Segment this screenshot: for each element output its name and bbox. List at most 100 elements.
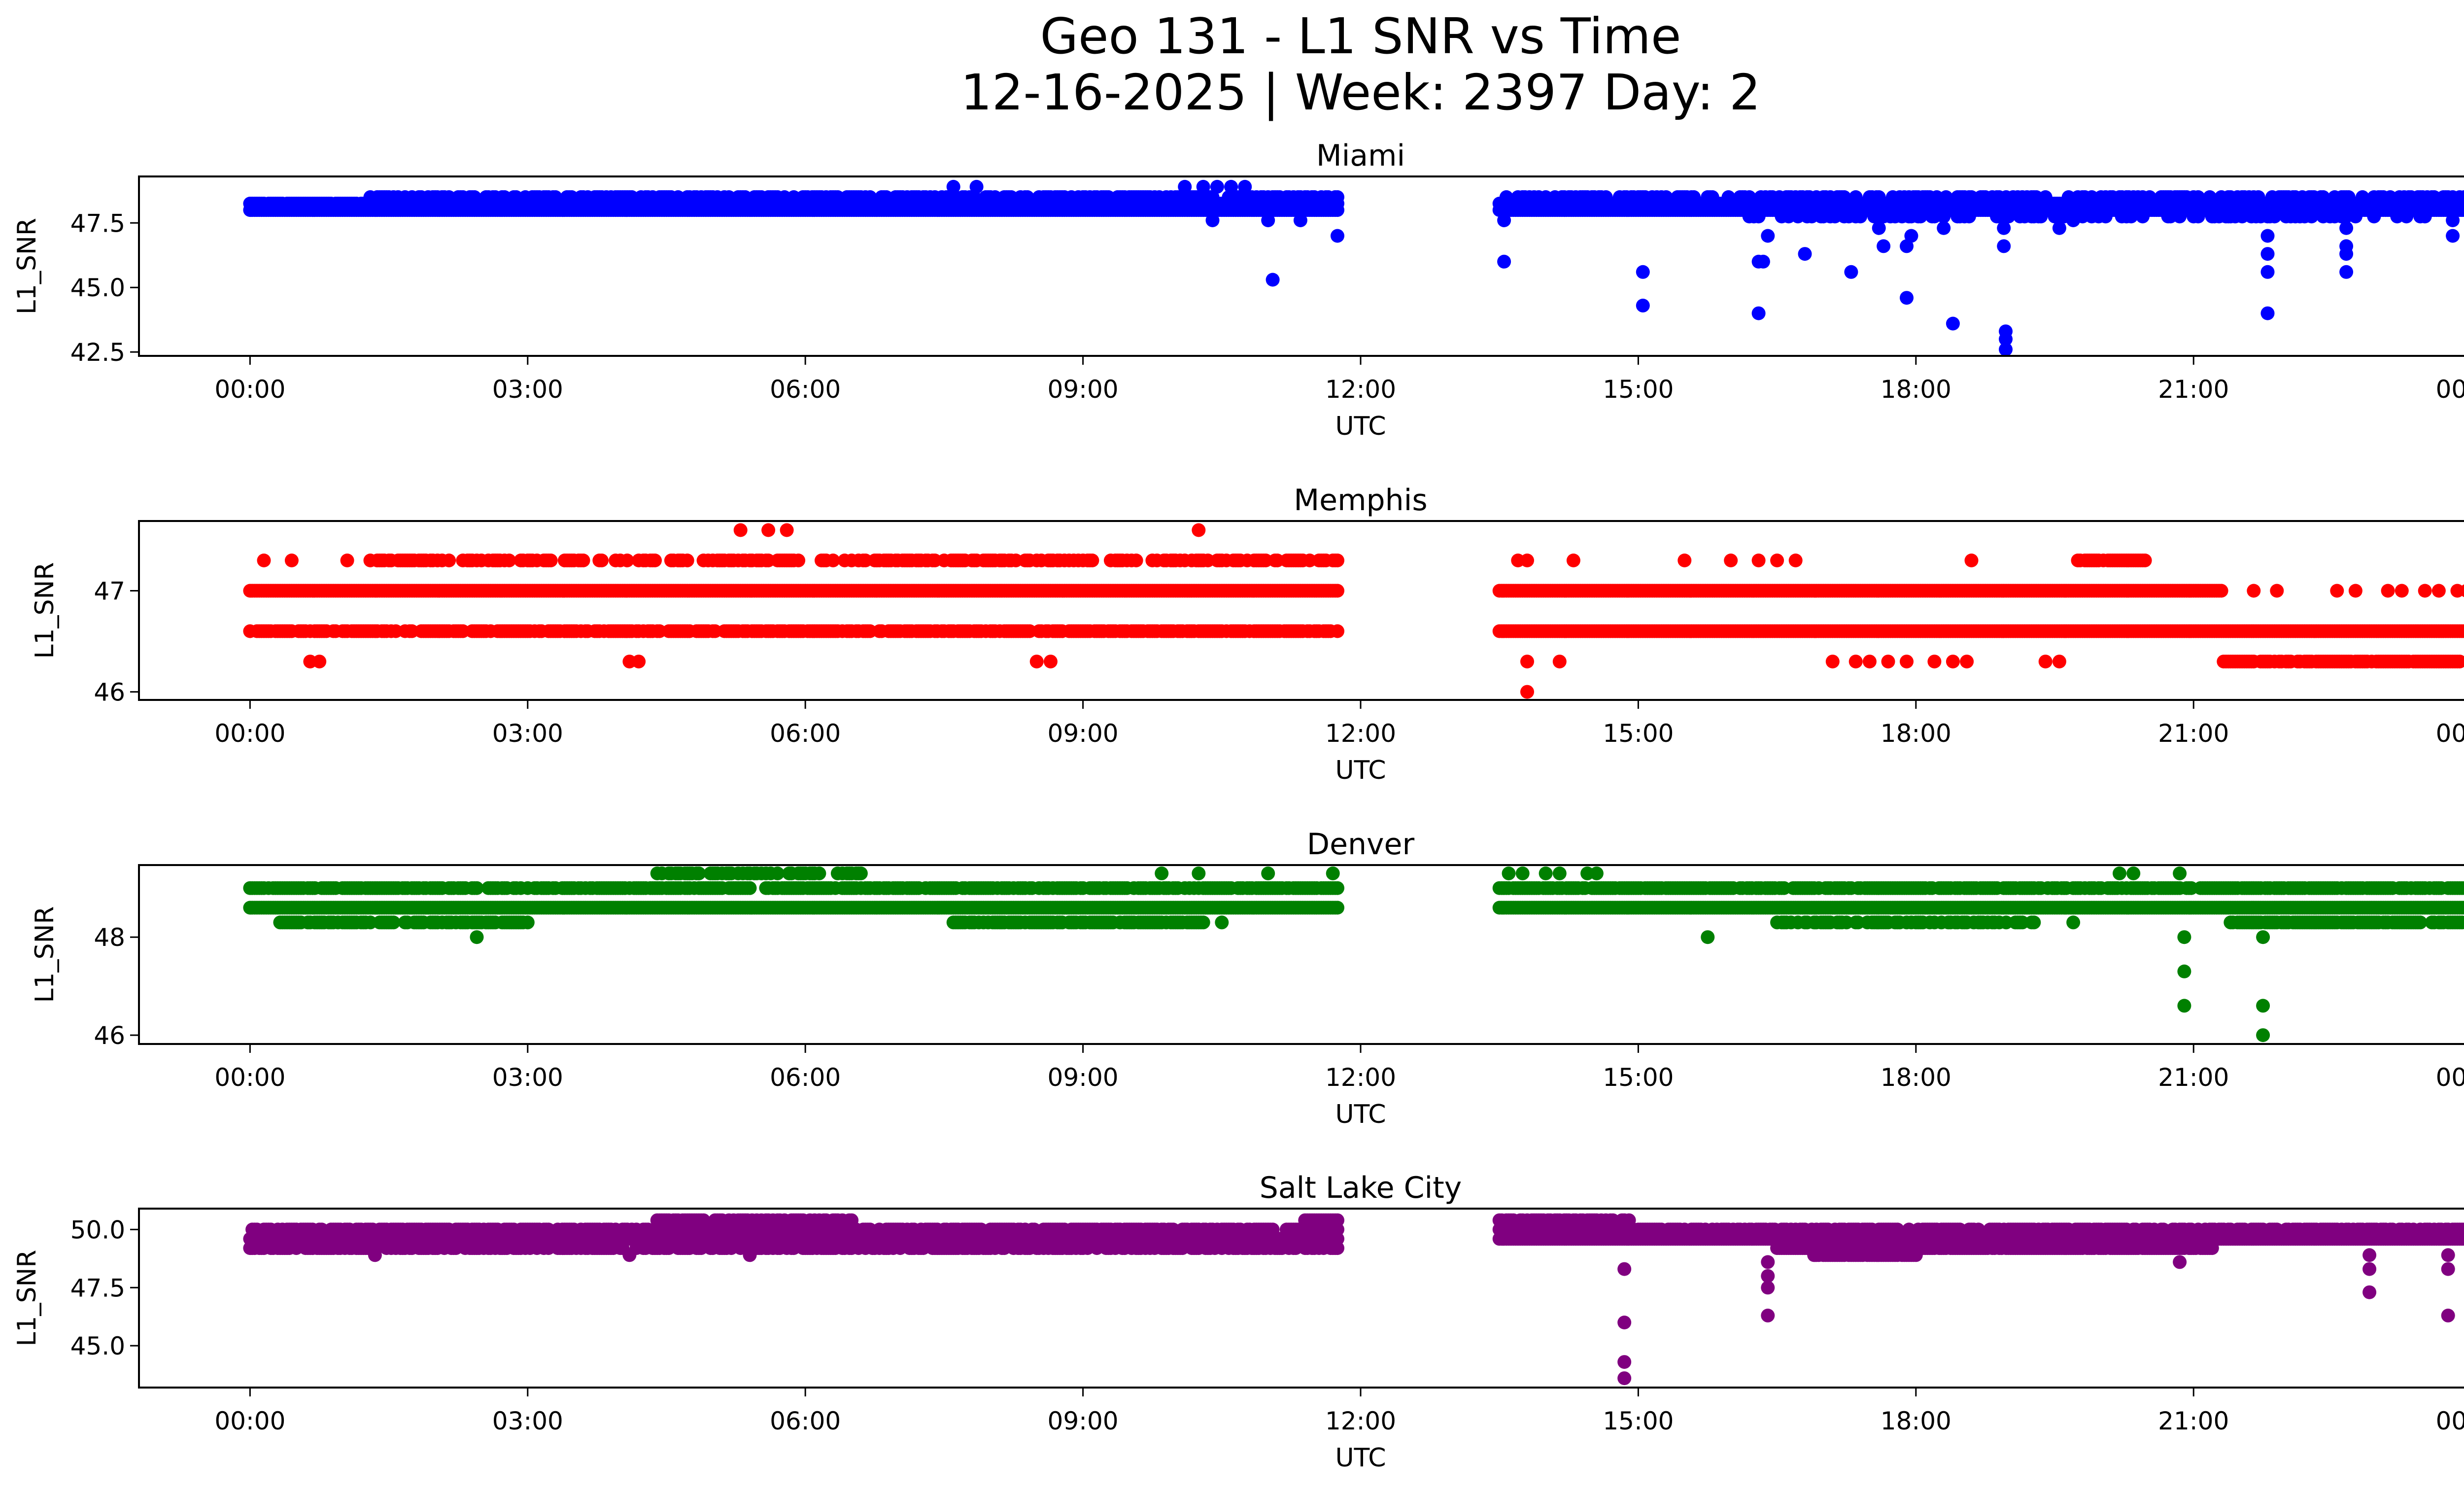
data-point-outlier: [340, 554, 354, 567]
data-point: [1659, 190, 1673, 204]
x-axis-label: UTC: [1335, 412, 1386, 441]
data-point-outlier: [1192, 523, 1206, 537]
data-point: [2038, 190, 2053, 204]
x-tick-label: 12:00: [1325, 375, 1396, 404]
data-point-outlier: [2339, 265, 2354, 279]
figure-title-line1: Geo 131 - L1 SNR vs Time: [1040, 7, 1681, 65]
data-point: [1705, 190, 1719, 204]
data-point-outlier: [1900, 655, 1914, 669]
data-point-outlier: [2052, 655, 2066, 669]
x-tick-label: 09:00: [1048, 375, 1119, 404]
data-point: [576, 554, 590, 567]
data-point: [1599, 190, 1613, 204]
data-point-outlier: [1331, 229, 1344, 243]
x-tick-label: 06:00: [770, 375, 841, 404]
data-point: [1331, 901, 1344, 915]
data-point-outlier: [2339, 221, 2354, 235]
x-tick-label: 15:00: [1603, 375, 1674, 404]
data-point-outlier: [2066, 213, 2081, 227]
x-tick-label: 00:00: [214, 719, 285, 748]
y-tick-label: 46: [94, 678, 125, 707]
data-point-outlier: [1960, 655, 1974, 669]
data-point: [2367, 209, 2381, 224]
data-point: [2348, 209, 2362, 224]
data-point: [967, 190, 981, 204]
data-point-outlier: [761, 523, 776, 537]
data-point-outlier: [1043, 655, 1058, 669]
data-point: [648, 554, 662, 567]
data-point: [743, 881, 757, 895]
data-point: [2267, 209, 2282, 224]
data-point: [2316, 190, 2330, 204]
data-point-outlier: [2395, 584, 2409, 598]
y-tick-label: 47.5: [70, 209, 125, 238]
data-point: [1020, 190, 1034, 204]
data-point: [1939, 190, 1953, 204]
data-point: [1937, 209, 1951, 224]
data-point: [2214, 584, 2228, 598]
data-point: [680, 554, 694, 567]
data-point-outlier: [1520, 685, 1534, 699]
data-point-outlier: [2260, 306, 2275, 320]
data-point-outlier: [1862, 655, 1877, 669]
data-point-outlier: [1724, 554, 1738, 567]
data-point: [1331, 624, 1344, 638]
x-axis-label: UTC: [1335, 756, 1386, 785]
data-point: [2251, 190, 2265, 204]
data-point-outlier: [1999, 332, 2013, 346]
x-tick-label: 00:00: [214, 375, 285, 404]
data-point-outlier: [2446, 229, 2460, 243]
data-point-outlier: [1900, 291, 1914, 305]
x-tick-label: 12:00: [1325, 719, 1396, 748]
x-tick-label: 03:00: [492, 375, 563, 404]
data-point-outlier: [2260, 229, 2275, 243]
data-point: [2453, 655, 2464, 669]
data-point-outlier: [1520, 554, 1534, 567]
y-tick-label: 45.0: [70, 274, 125, 302]
scatter-series-denver: [243, 866, 2464, 1043]
data-point-outlier: [1210, 179, 1224, 194]
data-point-outlier: [2460, 584, 2464, 597]
data-point: [2462, 626, 2464, 636]
data-point: [1853, 209, 1868, 224]
data-point-outlier: [1751, 306, 1766, 320]
data-point: [2341, 190, 2356, 204]
data-point: [1721, 190, 1736, 204]
data-point: [2173, 209, 2187, 224]
data-point-outlier: [1761, 229, 1775, 243]
data-point-outlier: [1029, 655, 1044, 669]
data-point-outlier: [632, 655, 646, 669]
data-point: [1205, 190, 1220, 204]
data-point-outlier: [1751, 554, 1766, 567]
data-point-outlier: [969, 179, 984, 194]
data-point-outlier: [1997, 221, 2011, 235]
data-point: [1331, 554, 1344, 567]
x-tick-label: 18:00: [1881, 375, 1951, 404]
data-point: [620, 554, 634, 567]
x-tick-label: 09:00: [1048, 719, 1119, 748]
data-point: [548, 190, 563, 204]
data-point-outlier: [2330, 584, 2344, 598]
data-point: [2143, 190, 2156, 204]
data-point-outlier: [1946, 316, 1960, 331]
y-axis-label: L1_SNR: [12, 218, 42, 314]
data-point: [467, 190, 481, 204]
data-point: [1129, 554, 1143, 567]
data-point-outlier: [1788, 554, 1803, 567]
data-point: [2304, 209, 2319, 224]
data-point-outlier: [1238, 179, 1252, 194]
data-point: [442, 554, 456, 567]
data-point: [1872, 190, 1886, 204]
data-point-outlier: [1904, 229, 1918, 243]
x-tick-label: 18:00: [1881, 719, 1951, 748]
data-point-outlier: [1927, 655, 1942, 669]
data-point-outlier: [1872, 221, 1886, 235]
data-point: [2191, 190, 2205, 204]
data-point-outlier: [2418, 584, 2432, 598]
x-tick-label: 15:00: [1603, 719, 1674, 748]
data-point: [1742, 190, 1756, 204]
data-point: [2001, 209, 2016, 224]
